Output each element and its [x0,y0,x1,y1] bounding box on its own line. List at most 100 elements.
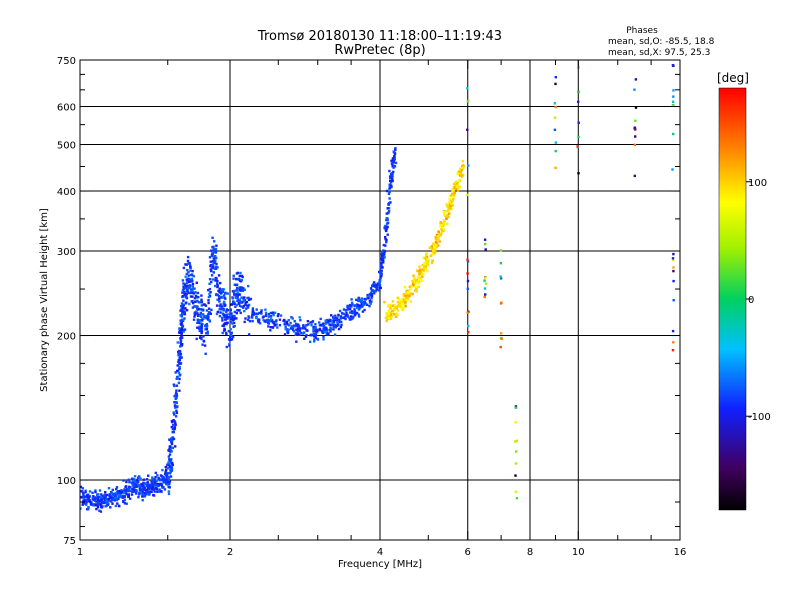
data-point [133,478,136,481]
data-point [221,316,224,320]
data-point [499,275,502,278]
data-point [256,319,260,322]
data-point [386,218,389,222]
data-point [235,286,239,290]
data-point [188,291,191,295]
data-point [324,328,327,331]
data-point [160,490,163,493]
data-point [443,213,447,216]
data-point [240,278,243,282]
data-point [345,312,348,315]
data-point [100,498,104,501]
data-point [215,312,219,316]
data-point [122,491,126,494]
data-point [296,327,300,331]
data-point [453,182,456,186]
data-point [427,263,430,267]
data-point [176,341,179,344]
data-point [316,330,319,333]
data-point [207,313,210,316]
data-point [412,283,415,287]
data-point [218,297,221,300]
data-point [330,319,334,322]
data-point [194,313,197,316]
data-point [133,484,136,487]
data-point [104,498,107,502]
data-point [278,324,282,327]
data-point [183,290,186,293]
data-point [357,299,361,302]
data-point [296,330,299,333]
data-point [417,280,421,283]
data-point [199,336,202,339]
data-point [155,479,159,482]
data-point [405,289,408,293]
data-point [413,289,417,292]
data-point [287,319,290,322]
data-point [117,497,120,501]
data-point [179,352,183,356]
data-point [634,119,637,122]
data-point [189,264,192,267]
data-point [214,251,218,254]
data-point [159,483,162,486]
data-point [127,490,130,493]
data-point [233,310,236,314]
data-point [100,501,104,504]
data-point [455,184,459,188]
data-point [164,472,168,475]
data-point [383,256,386,259]
data-point [220,295,224,299]
data-point [233,301,236,304]
data-point [278,318,282,321]
data-point [388,311,391,314]
data-point [375,283,378,286]
data-point [143,491,146,495]
data-point [206,332,209,335]
data-point [406,296,409,299]
data-point [315,328,318,332]
data-point [397,297,400,300]
data-point [200,300,204,304]
data-point [213,240,216,243]
data-point [179,309,182,312]
data-point [466,279,470,283]
data-point [446,222,449,226]
data-point [234,293,238,296]
data-point [199,311,202,315]
data-point [425,255,429,259]
data-point [515,497,519,500]
data-point [208,256,212,259]
data-point [483,238,487,241]
data-point [102,496,105,499]
data-point [103,494,106,497]
data-point [322,322,325,325]
data-point [379,270,382,273]
data-point [124,491,128,494]
data-point [360,297,364,300]
data-point [145,493,148,496]
data-point [88,495,92,498]
data-point [360,303,363,306]
data-point [99,500,102,503]
data-point [285,321,289,324]
data-point [214,255,217,258]
data-point [333,333,337,336]
data-point [131,484,135,487]
data-point [112,498,115,501]
data-point [466,260,470,263]
data-point [417,277,420,280]
data-point [383,250,386,254]
data-point [576,145,579,148]
data-point [386,207,389,210]
data-point [324,322,328,325]
data-point [157,483,160,486]
data-point [91,497,95,500]
data-point [218,288,222,292]
data-point [383,300,386,304]
data-point [180,329,183,332]
data-point [271,326,275,329]
data-point [222,323,226,326]
data-point [412,282,415,285]
data-point [183,292,187,295]
